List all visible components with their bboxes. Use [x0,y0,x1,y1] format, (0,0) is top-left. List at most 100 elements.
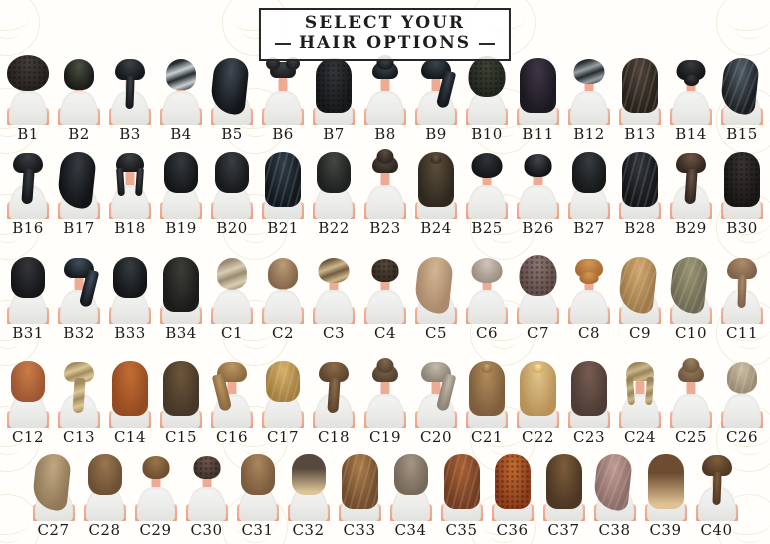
figure-bust [565,256,613,324]
hair-option-B12[interactable]: B12 [564,57,615,145]
hair-option-B18[interactable]: B18 [105,151,156,239]
hair-option-C9[interactable]: C9 [615,255,666,344]
hair-option-C17[interactable]: C17 [258,360,309,448]
hair-option-B10[interactable]: B10 [462,56,513,145]
hairstyle [13,153,43,173]
hair-option-B14[interactable]: B14 [666,57,717,145]
hair-option-C20[interactable]: C20 [411,360,462,448]
hair-option-C11[interactable]: C11 [717,256,768,344]
hair-option-C22[interactable]: C22 [513,360,564,448]
hairstyle [443,454,480,509]
hair-option-B5[interactable]: B5 [207,56,258,145]
figure-bust [693,453,741,521]
hair-option-C18[interactable]: C18 [309,360,360,448]
tshirt [60,91,98,125]
figure-bust [4,360,52,428]
hair-option-C2[interactable]: C2 [258,256,309,344]
hair-option-C26[interactable]: C26 [717,360,768,448]
figure-bust [718,256,766,324]
hair-option-B1[interactable]: B1 [3,55,54,145]
hair-option-B22[interactable]: B22 [309,151,360,239]
hair-option-B34[interactable]: B34 [156,256,207,344]
hair-option-B16[interactable]: B16 [3,151,54,239]
hair-option-C8[interactable]: C8 [564,256,615,344]
hair-option-B7[interactable]: B7 [309,57,360,145]
hair-option-C24[interactable]: C24 [615,360,666,448]
hair-option-B29[interactable]: B29 [666,151,717,239]
hair-option-B24[interactable]: B24 [411,151,462,239]
hair-option-C27[interactable]: C27 [28,452,79,541]
hair-option-C15[interactable]: C15 [156,360,207,448]
hair-option-B8[interactable]: B8 [360,57,411,145]
hair-option-B15[interactable]: B15 [717,56,768,145]
hair-option-B20[interactable]: B20 [207,151,258,239]
hair-option-C36[interactable]: C36 [487,453,538,541]
hair-option-B4[interactable]: B4 [156,57,207,145]
hair-option-C5[interactable]: C5 [411,255,462,344]
hair-option-B2[interactable]: B2 [54,57,105,145]
hair-option-C34[interactable]: C34 [385,453,436,541]
figure-bust [616,57,664,125]
hair-option-B31[interactable]: B31 [3,256,54,344]
hair-option-C3[interactable]: C3 [309,256,360,344]
hair-option-C23[interactable]: C23 [564,360,615,448]
hair-option-C21[interactable]: C21 [462,360,513,448]
figure-bust [463,360,511,428]
figure-bust [361,57,409,125]
figure-bust [30,452,78,521]
hair-option-C29[interactable]: C29 [130,453,181,541]
hairstyle [421,59,451,79]
hairstyle [372,156,398,173]
hair-option-label: C3 [322,324,346,342]
hair-option-C32[interactable]: C32 [283,453,334,541]
hair-option-B21[interactable]: B21 [258,151,309,239]
hair-option-B28[interactable]: B28 [615,151,666,239]
hair-option-B26[interactable]: B26 [513,151,564,239]
hair-option-C25[interactable]: C25 [666,360,717,448]
hair-option-B11[interactable]: B11 [513,57,564,145]
hair-option-C37[interactable]: C37 [538,453,589,541]
hair-option-C7[interactable]: C7 [513,255,564,344]
hair-option-C12[interactable]: C12 [3,360,54,448]
hair-option-C28[interactable]: C28 [79,453,130,541]
hair-option-C35[interactable]: C35 [436,453,487,541]
hair-option-B25[interactable]: B25 [462,151,513,239]
hair-option-label: B10 [471,125,503,143]
hair-option-C4[interactable]: C4 [360,256,411,344]
hair-option-C33[interactable]: C33 [334,453,385,541]
figure-bust [514,57,562,125]
hair-option-B13[interactable]: B13 [615,57,666,145]
hair-option-C1[interactable]: C1 [207,256,258,344]
hair-option-B9[interactable]: B9 [411,57,462,145]
hair-option-label: B21 [267,219,299,237]
watermark-stamp [0,0,40,56]
hair-option-C19[interactable]: C19 [360,360,411,448]
hair-option-B23[interactable]: B23 [360,151,411,239]
figure-bust [463,256,511,324]
hairstyle [727,258,757,279]
hair-option-C39[interactable]: C39 [640,453,691,541]
hair-option-C6[interactable]: C6 [462,256,513,344]
hair-option-C40[interactable]: C40 [691,453,742,541]
hair-option-C10[interactable]: C10 [666,255,717,344]
hair-option-B19[interactable]: B19 [156,151,207,239]
figure-bust [183,453,231,521]
hair-option-B33[interactable]: B33 [105,256,156,344]
hair-option-B17[interactable]: B17 [54,150,105,239]
hair-option-C16[interactable]: C16 [207,360,258,448]
hairstyle [647,454,684,509]
hair-option-B30[interactable]: B30 [717,151,768,239]
hair-option-C14[interactable]: C14 [105,360,156,448]
hair-option-C31[interactable]: C31 [232,453,283,541]
figure-bust [667,151,715,219]
hairstyle [573,59,605,84]
hair-option-C13[interactable]: C13 [54,360,105,448]
hair-option-C38[interactable]: C38 [589,452,640,541]
figure-bust [361,151,409,219]
hair-option-B6[interactable]: B6 [258,57,309,145]
hair-option-B32[interactable]: B32 [54,256,105,344]
hair-option-C30[interactable]: C30 [181,453,232,541]
hair-option-B3[interactable]: B3 [105,57,156,145]
hair-option-B27[interactable]: B27 [564,151,615,239]
